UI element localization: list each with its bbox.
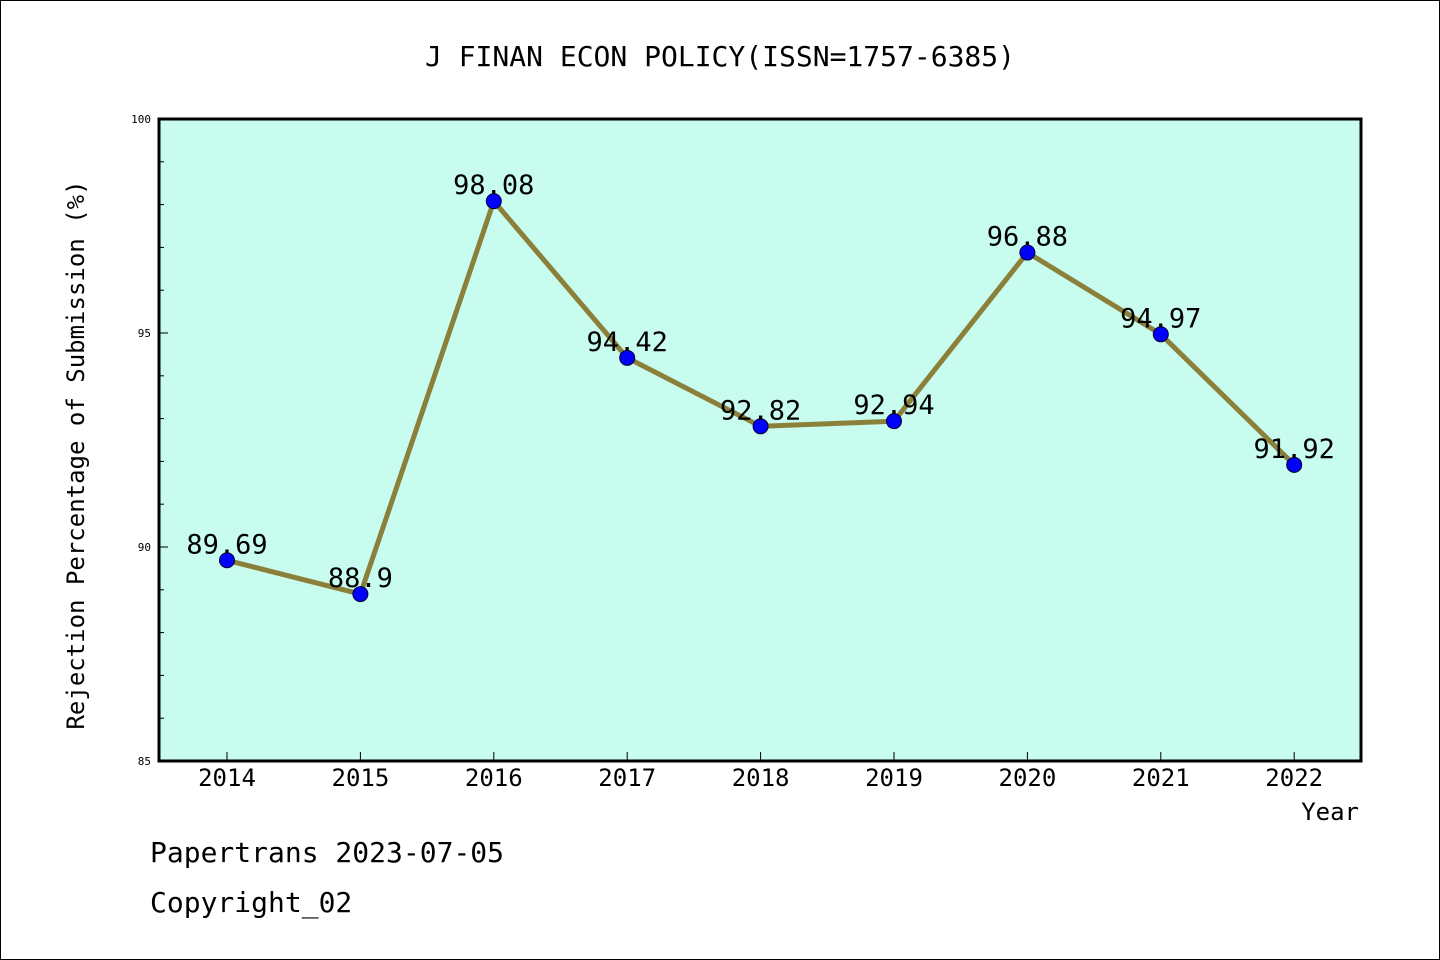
y-tick-label: 85: [138, 755, 151, 768]
x-tick-label: 2017: [598, 764, 656, 792]
x-tick-label: 2019: [865, 764, 923, 792]
data-point: [886, 413, 902, 430]
y-tick-label: 95: [138, 327, 151, 340]
x-axis: 2014 2015 2016 2017 2018 2019 2020 2021 2022: [198, 752, 1323, 792]
series-markers: [219, 193, 1303, 603]
data-label: 91.92: [1254, 434, 1335, 465]
data-point: [485, 193, 502, 210]
data-point: [1286, 456, 1303, 473]
data-label: 92.94: [853, 390, 934, 421]
y-tick-label: 100: [131, 113, 151, 126]
x-tick-label: 2015: [332, 764, 390, 792]
data-point: [619, 349, 636, 366]
data-point: [752, 418, 769, 435]
footer-date: Papertrans 2023-07-05: [150, 836, 505, 869]
x-tick-label: 2021: [1132, 764, 1190, 792]
y-axis-label: Rejection Percentage of Submission (%): [62, 180, 90, 729]
x-tick-label: 2014: [198, 764, 256, 792]
x-tick-label: 2016: [465, 764, 523, 792]
data-label: 98.08: [453, 170, 534, 201]
data-label: 89.69: [186, 529, 267, 560]
data-label: 96.88: [987, 222, 1068, 253]
footer-copyright: Copyright_02: [150, 886, 353, 919]
y-axis: 85 90 95 100: [131, 113, 168, 768]
data-point: [352, 586, 369, 603]
data-point: [1152, 326, 1169, 343]
data-point: [219, 552, 235, 569]
chart-title: J FINAN ECON POLICY(ISSN=1757-6385): [425, 40, 1015, 73]
x-tick-label: 2020: [999, 764, 1057, 792]
data-point: [1019, 244, 1036, 261]
data-label: 92.82: [720, 395, 801, 426]
data-label: 88.9: [328, 563, 393, 594]
data-labels: 89.69 88.9 98.08 94.42 92.82 92.94 96.88 94.97 9…: [186, 170, 1334, 594]
data-label: 94.97: [1120, 303, 1201, 334]
x-axis-label: Year: [1301, 798, 1359, 826]
y-tick-label: 90: [138, 541, 151, 554]
x-tick-label: 2022: [1265, 764, 1323, 792]
data-label: 94.42: [587, 327, 668, 358]
x-tick-label: 2018: [732, 764, 790, 792]
plot-area: [157, 117, 1363, 763]
